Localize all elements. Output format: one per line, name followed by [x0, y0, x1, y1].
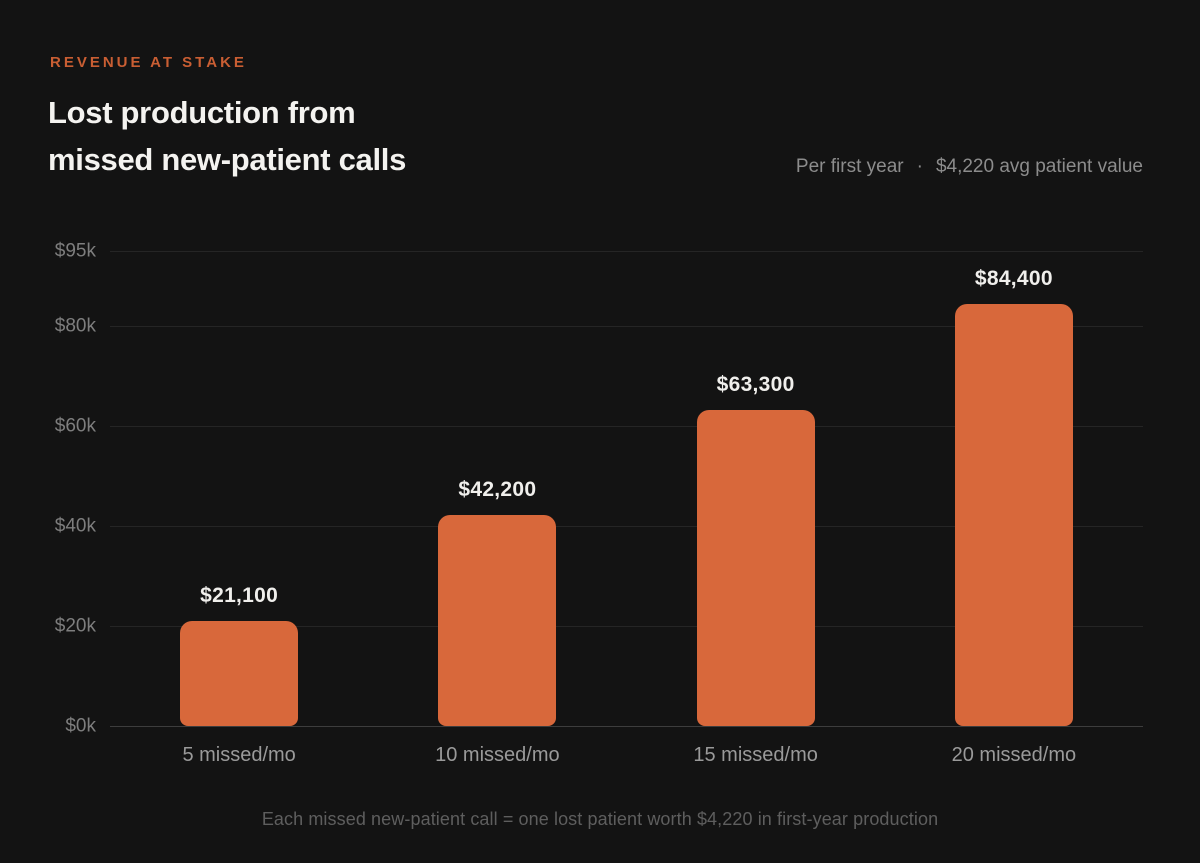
y-tick-label-$40k: $40k [54, 515, 96, 537]
chart-title: Lost production from missed new-patient … [48, 89, 406, 183]
eyebrow-label: REVENUE AT STAKE [50, 54, 247, 71]
x-axis-label-3: 15 missed/mo [693, 744, 818, 766]
subtitle-separator-dot: · [916, 156, 923, 177]
bar-value-label-1: $21,100 [200, 583, 279, 607]
x-axis-label-1: 5 missed/mo [182, 744, 296, 766]
y-tick-label-$95k: $95k [54, 240, 96, 262]
gridline-$80k [110, 326, 1143, 327]
y-tick-label-$20k: $20k [54, 615, 96, 637]
plot-area: $21,100 $42,200 $63,300 $84,400 $95k $80k $60… [55, 241, 1143, 737]
chart-title-line-1: Lost production from [48, 95, 356, 130]
x-axis-labels: 5 missed/mo 10 missed/mo 15 missed/mo 20 mi… [110, 744, 1143, 767]
bar-1 [180, 620, 299, 726]
chart-subtitle: Per first year · $4,220 avg patient valu… [796, 156, 1143, 178]
gridline-$60k [110, 426, 1143, 427]
bar-slot-3: $63,300 [627, 251, 885, 726]
gridline-$40k [110, 526, 1143, 527]
bar-value-label-4: $84,400 [974, 267, 1053, 290]
bar-value-label-3: $63,300 [716, 372, 795, 396]
subtitle-avg-value: $4,220 avg patient value [935, 156, 1143, 177]
y-tick-label-$80k: $80k [54, 315, 96, 337]
chart-title-line-2: missed new-patient calls [48, 142, 407, 177]
y-tick-label-$60k: $60k [54, 415, 96, 437]
bar-3 [696, 409, 815, 726]
gridline-$20k [110, 626, 1143, 627]
bar-slot-4: $84,400 [885, 251, 1143, 726]
subtitle-period: Per first year [795, 156, 904, 177]
x-axis-label-4: 20 missed/mo [951, 744, 1077, 766]
y-tick-label-$0k: $0k [65, 715, 96, 737]
bar-slot-1: $21,100 [110, 251, 368, 726]
footnote-text: Each missed new-patient call = one lost … [261, 809, 939, 829]
x-axis-label-2: 10 missed/mo [435, 744, 560, 766]
bar-2 [438, 515, 557, 726]
bar-slots: $21,100 $42,200 $63,300 $84,400 [110, 251, 1143, 726]
gridline-$95k [110, 251, 1143, 252]
bar-value-label-2: $42,200 [458, 478, 537, 501]
bar-4 [954, 304, 1073, 726]
bar-slot-2: $42,200 [368, 251, 626, 726]
gridline-$0k [110, 726, 1143, 727]
